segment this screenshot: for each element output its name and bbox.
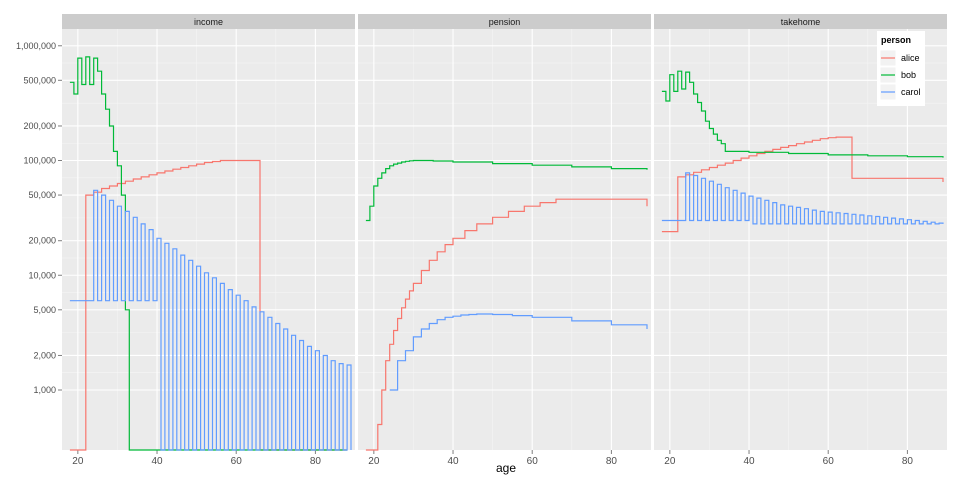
facet-strip-income: [62, 14, 355, 29]
series-line-pension-carol: [389, 313, 648, 391]
x-tick-label: 40: [447, 456, 459, 467]
facet-strip-takehome: [654, 14, 947, 29]
facet-label-income: income: [194, 17, 223, 27]
y-tick-label: 2,000: [33, 350, 56, 360]
facet-label-takehome: takehome: [781, 17, 821, 27]
x-tick-label: 20: [72, 456, 84, 467]
x-tick-label: 80: [902, 456, 914, 467]
y-tick-label: 1,000: [33, 385, 56, 395]
x-tick-label: 20: [368, 456, 380, 467]
series-line-income-alice: [69, 159, 348, 451]
facet-label-pension: pension: [489, 17, 521, 27]
panel-background: [358, 29, 651, 450]
x-tick-label: 20: [664, 456, 676, 467]
x-tick-label: 60: [231, 456, 243, 467]
legend-label-bob: bob: [901, 70, 916, 80]
x-tick-label: 60: [527, 456, 539, 467]
x-tick-label: 80: [310, 456, 322, 467]
legend-label-alice: alice: [901, 53, 920, 63]
series-line-pension-bob: [365, 159, 648, 222]
y-tick-label: 5,000: [33, 305, 56, 315]
legend-label-carol: carol: [901, 87, 921, 97]
series-line-takehome-carol: [661, 172, 944, 225]
y-tick-label: 10,000: [28, 270, 56, 280]
x-tick-label: 60: [823, 456, 835, 467]
y-tick-label: 1,000,000: [16, 41, 56, 51]
y-tick-label: 500,000: [23, 75, 56, 85]
series-line-income-carol: [69, 189, 352, 451]
legend-title: person: [881, 35, 911, 45]
facet-strip-pension: [358, 14, 651, 29]
y-tick-label: 50,000: [28, 190, 56, 200]
series-line-takehome-bob: [661, 70, 944, 158]
x-tick-label: 40: [743, 456, 755, 467]
y-tick-label: 20,000: [28, 236, 56, 246]
y-tick-label: 200,000: [23, 121, 56, 131]
series-line-pension-alice: [365, 198, 648, 451]
x-axis-title: age: [496, 461, 516, 475]
x-tick-label: 40: [151, 456, 163, 467]
y-tick-label: 100,000: [23, 156, 56, 166]
x-tick-label: 80: [606, 456, 618, 467]
